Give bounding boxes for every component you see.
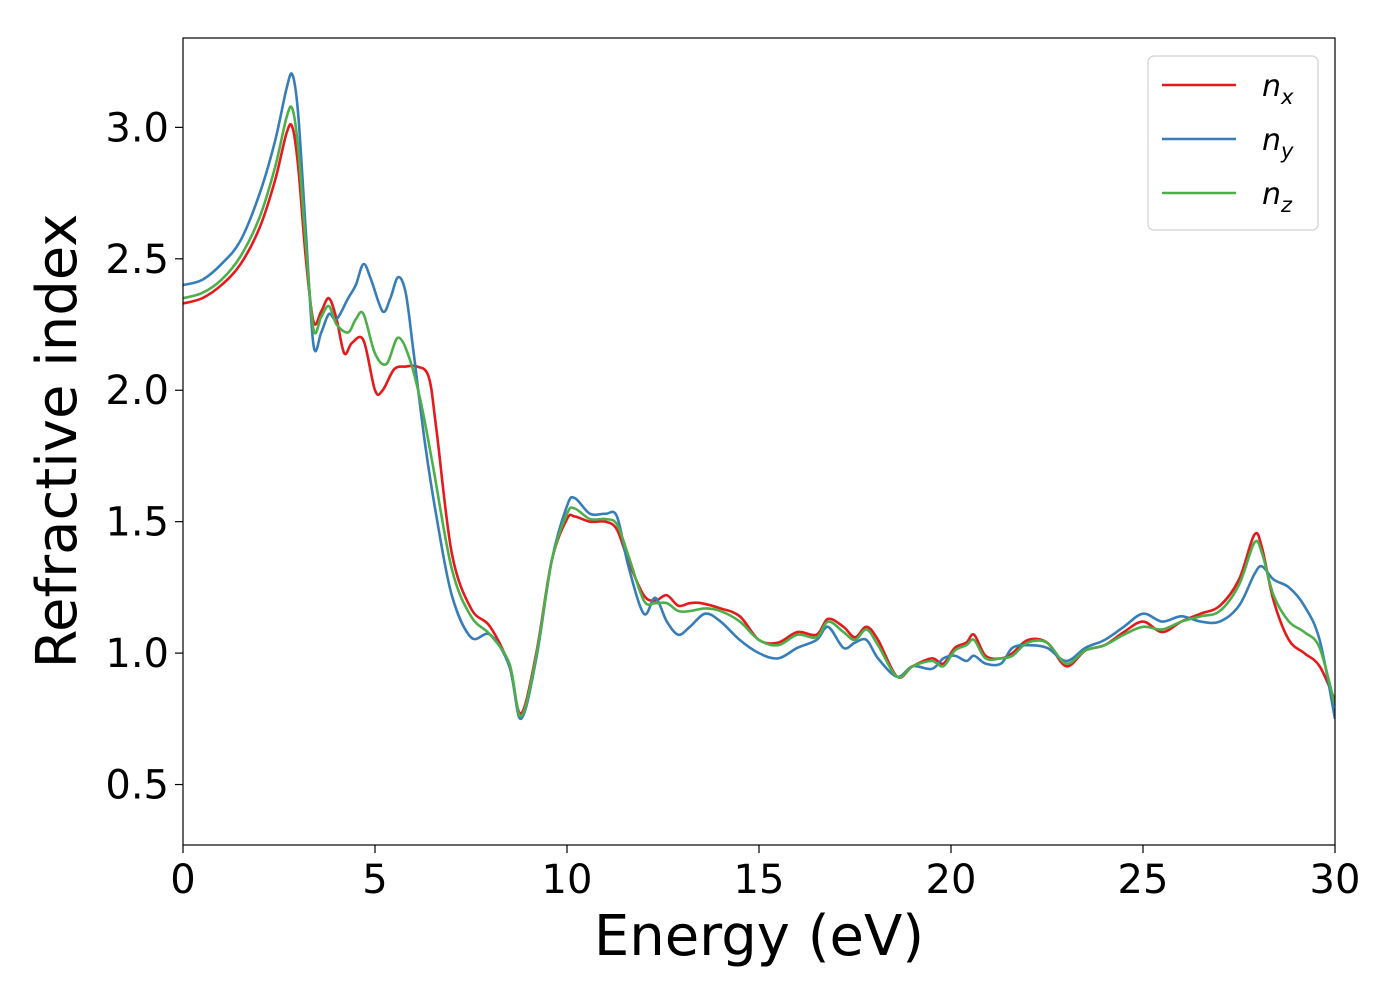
y-tick-label: 2.5: [105, 237, 169, 283]
series-line-y: [183, 72, 1335, 721]
x-tick-label: 20: [926, 857, 977, 903]
legend-subscript-x: x: [1280, 85, 1294, 109]
y-axis-label: Refractive index: [25, 214, 90, 669]
plot-area: [183, 72, 1335, 721]
y-axis: 0.5 1.0 1.5 2.0 2.5 3.0: [105, 105, 183, 809]
y-tick-label: 1.5: [105, 500, 169, 546]
x-tick-label: 30: [1310, 857, 1361, 903]
x-tick-label: 15: [734, 857, 785, 903]
legend-subscript-z: z: [1280, 193, 1293, 217]
y-tick-label: 3.0: [105, 105, 169, 151]
legend-frame: [1147, 55, 1319, 231]
x-tick-label: 10: [542, 857, 593, 903]
legend-subscript-y: y: [1280, 139, 1294, 163]
series-line-z: [183, 105, 1335, 718]
y-tick-label: 0.5: [105, 763, 169, 809]
y-tick-label: 2.0: [105, 368, 169, 414]
x-tick-label: 25: [1118, 857, 1169, 903]
x-axis: 0 5 10 15 20 25 30: [170, 845, 1360, 903]
x-axis-label: Energy (eV): [594, 904, 924, 969]
x-tick-label: 0: [170, 857, 195, 903]
y-tick-label: 1.0: [105, 631, 169, 677]
x-tick-label: 5: [362, 857, 387, 903]
